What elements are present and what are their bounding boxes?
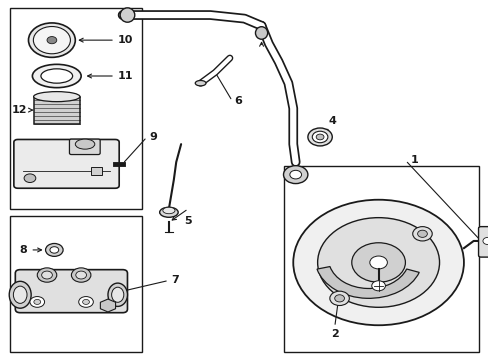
Circle shape [24,174,36,183]
Circle shape [371,281,385,291]
Bar [34,96,80,123]
Circle shape [71,268,91,282]
Ellipse shape [41,69,73,83]
Ellipse shape [75,139,95,149]
Text: 4: 4 [327,116,336,126]
Circle shape [317,218,439,307]
Bar [10,8,142,209]
FancyBboxPatch shape [15,270,127,313]
Circle shape [50,247,59,253]
Ellipse shape [32,64,81,87]
Ellipse shape [34,91,80,102]
Ellipse shape [255,27,267,39]
FancyBboxPatch shape [69,139,100,154]
Text: 8: 8 [20,245,41,255]
Bar [10,216,142,352]
Ellipse shape [159,207,178,217]
Text: 11: 11 [87,71,133,81]
Circle shape [33,27,70,54]
Circle shape [351,243,405,282]
Circle shape [412,226,431,241]
Ellipse shape [13,286,27,303]
Ellipse shape [111,287,123,302]
Circle shape [37,268,57,282]
Circle shape [82,300,89,305]
Circle shape [417,230,427,237]
Text: 1: 1 [409,155,417,165]
Text: 6: 6 [234,96,242,106]
Circle shape [293,200,463,325]
Bar [91,167,102,175]
Wedge shape [316,266,418,298]
Text: 9: 9 [149,132,157,142]
Circle shape [45,243,63,256]
Circle shape [334,295,344,302]
Ellipse shape [195,81,205,86]
Text: 7: 7 [171,275,179,285]
Circle shape [41,271,52,279]
Text: 3: 3 [257,30,265,40]
Text: 10: 10 [79,35,133,45]
Ellipse shape [108,283,127,306]
Ellipse shape [120,8,135,22]
Circle shape [79,297,93,307]
Circle shape [34,300,41,305]
Circle shape [289,170,301,179]
Circle shape [329,291,348,306]
Text: 12: 12 [12,105,33,115]
Text: 2: 2 [330,329,338,339]
Circle shape [369,256,386,269]
Text: 5: 5 [184,216,192,226]
FancyBboxPatch shape [478,226,488,257]
Ellipse shape [9,281,31,308]
Circle shape [312,131,327,143]
Circle shape [283,166,307,184]
Circle shape [47,37,57,44]
FancyBboxPatch shape [14,139,119,188]
Circle shape [28,23,75,57]
Circle shape [30,297,44,307]
Circle shape [76,271,86,279]
Ellipse shape [163,207,175,214]
Circle shape [316,134,324,140]
Bar [283,166,478,352]
Circle shape [482,237,488,244]
Circle shape [307,128,331,146]
